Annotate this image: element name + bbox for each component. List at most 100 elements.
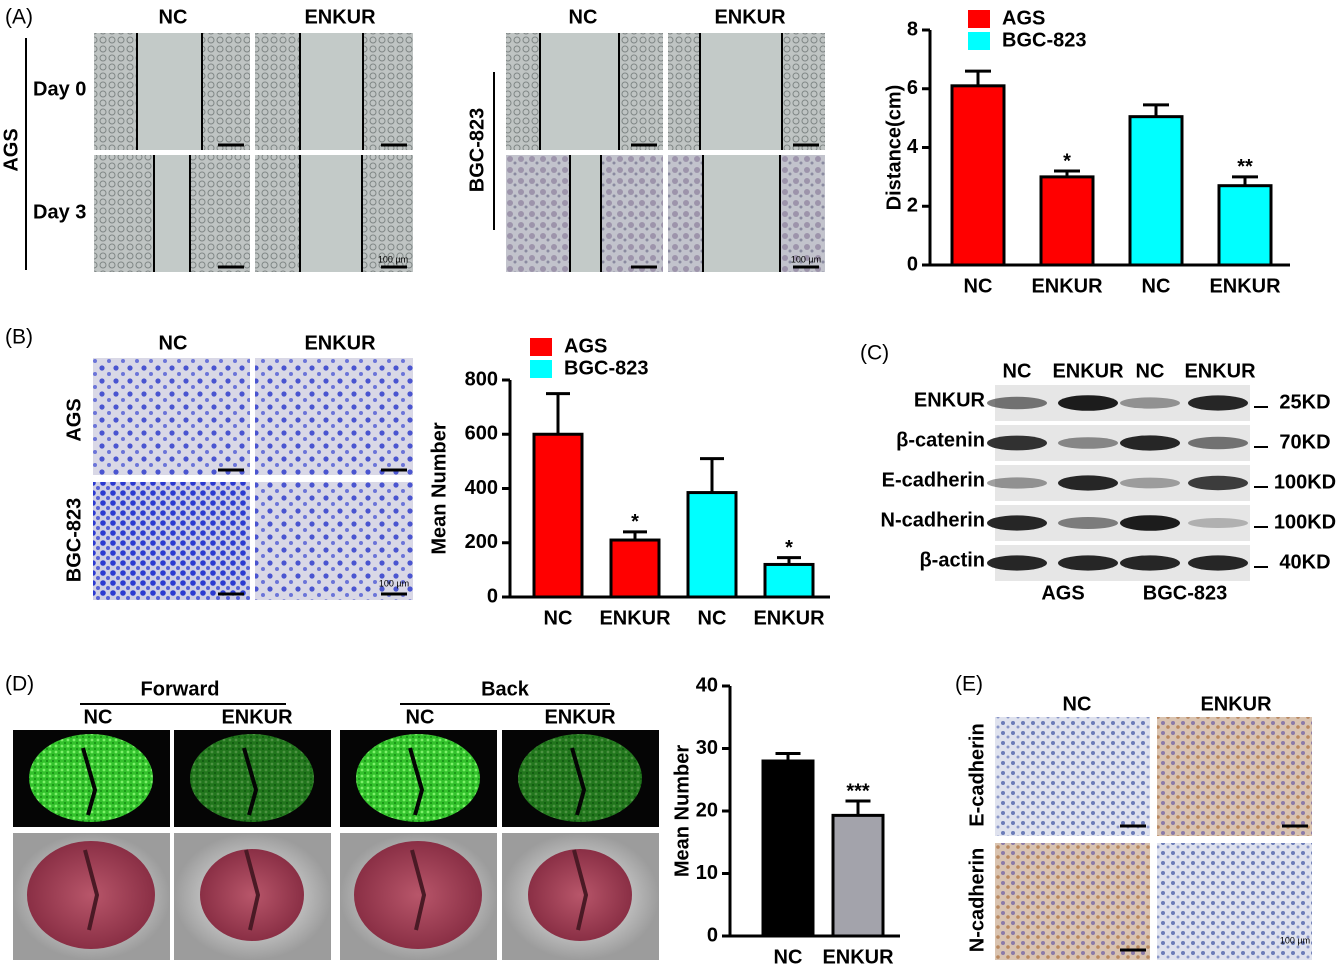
blot-band [987,515,1047,531]
blot-band [1188,475,1248,491]
column-label: ENKUR [544,706,616,728]
panel-label: (D) [5,673,34,696]
lane-label: ENKUR [1052,360,1124,382]
lung-cleft [570,747,587,816]
size-label: 100KD [1274,471,1336,493]
lung-cleft [410,849,427,931]
x-tick-label: NC [774,946,803,968]
protein-label: ENKUR [914,389,986,411]
column-label: NC [84,706,113,728]
lung-cleft [408,747,425,816]
y-tick-label: 20 [696,799,718,821]
significance: * [1063,150,1071,172]
column-label: NC [159,332,188,354]
significance: ** [1237,156,1253,178]
size-label: 70KD [1279,431,1330,453]
column-label: NC [569,6,598,28]
y-tick-label: 30 [696,737,718,759]
size-label: 100KD [1274,511,1336,533]
significance: *** [846,780,870,802]
legend-label: BGC-823 [1002,29,1086,51]
micrograph [995,843,1150,960]
column-label: NC [406,706,435,728]
y-tick-label: 400 [465,477,498,499]
bar [831,813,885,938]
lung-cleft [83,849,100,931]
x-tick-label: ENKUR [753,607,825,629]
y-tick-label: 8 [907,18,918,40]
legend-label: AGS [564,335,607,357]
row-label: Day 3 [33,201,86,223]
lung [528,849,632,941]
bar [1128,115,1184,267]
panel-label: (A) [5,6,33,29]
view-label: Forward [141,678,220,700]
scratch-gap [570,155,601,272]
scratch-gap [703,155,780,272]
panel-label: (C) [860,342,889,365]
group-label: AGS [1041,582,1084,604]
micrograph [1157,843,1312,960]
blot-band [1120,555,1180,571]
scale-label: 100 µm [379,578,409,588]
legend-label: BGC-823 [564,357,648,379]
blot-band [1188,555,1248,571]
legend-swatch [530,338,552,356]
size-label: 25KD [1279,391,1330,413]
bar [1217,184,1273,267]
scratch-gap [300,155,362,272]
panel-label: (E) [955,673,983,696]
micrograph [255,482,413,600]
size-label: 40KD [1279,551,1330,573]
y-tick-label: 0 [907,253,918,275]
x-tick-label: NC [964,275,993,297]
panel-label: (B) [5,326,33,349]
lane-label: ENKUR [1184,360,1256,382]
legend-swatch [968,32,990,50]
protein-label: β-actin [919,549,985,571]
x-tick-label: ENKUR [1209,275,1281,297]
blot-band [1058,437,1118,449]
blot-band [1120,397,1180,409]
lung [354,841,482,949]
scale-label: 100 µm [791,254,821,264]
y-tick-label: 0 [487,585,498,607]
column-label: ENKUR [304,6,376,28]
x-tick-label: NC [1142,275,1171,297]
bar [761,759,815,938]
bar [1039,175,1095,267]
bar [686,491,738,599]
lung [200,849,304,941]
column-label: ENKUR [714,6,786,28]
row-label: Day 0 [33,78,86,100]
bar [609,538,661,599]
y-tick-label: 0 [707,924,718,946]
y-tick-label: 6 [907,77,918,99]
blot-band [1188,518,1248,528]
lung-cleft [242,747,259,816]
y-tick-label: 10 [696,862,718,884]
scratch-gap [154,155,190,272]
x-tick-label: NC [544,607,573,629]
blot-band [1120,435,1180,451]
blot-band [1120,515,1180,531]
row-label: E-cadherin [966,723,988,826]
row-label: N-cadherin [966,848,988,952]
micrograph [93,482,250,600]
scratch-gap [540,33,619,150]
y-tick-label: 600 [465,423,498,445]
column-label: ENKUR [221,706,293,728]
y-axis-label: Distance(cm) [883,85,905,211]
bar [950,84,1006,267]
group-label: AGS [0,128,22,171]
column-label: NC [159,6,188,28]
protein-label: E-cadherin [882,469,985,491]
lung [27,841,155,949]
scratch-gap [137,33,202,150]
y-axis-label: Mean Number [428,422,450,554]
scale-label: 100 µm [1280,935,1310,945]
lung-cleft [81,747,98,816]
legend-label: AGS [1002,7,1045,29]
y-axis-label: Mean Number [671,745,693,877]
